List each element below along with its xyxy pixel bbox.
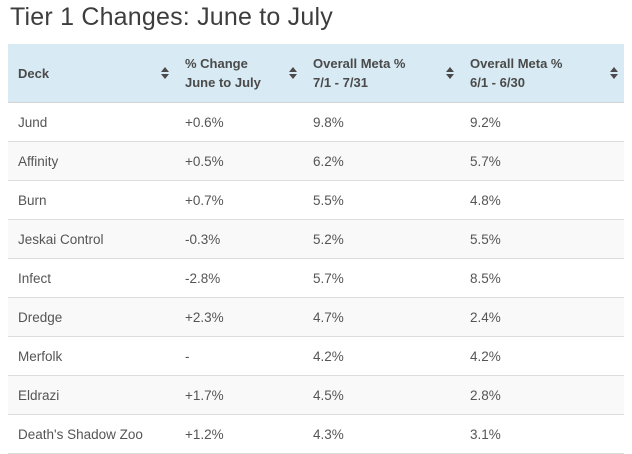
deck-cell: Burn bbox=[8, 180, 175, 220]
table-row: Jund +0.6% 9.8% 9.2% bbox=[8, 102, 624, 142]
table-row: Eldrazi +1.7% 4.5% 2.8% bbox=[8, 375, 624, 415]
deck-cell: Merfolk bbox=[8, 336, 175, 376]
meta-june-cell: 4.2% bbox=[460, 336, 624, 376]
table-header: Deck % Change June to July bbox=[8, 44, 624, 103]
pct-change-cell: +1.7% bbox=[175, 375, 303, 415]
deck-cell: Jund bbox=[8, 102, 175, 142]
meta-july-cell: 4.5% bbox=[303, 375, 460, 415]
meta-june-cell: 4.8% bbox=[460, 180, 624, 220]
pct-change-cell: +0.7% bbox=[175, 180, 303, 220]
meta-july-cell: 4.3% bbox=[303, 414, 460, 454]
meta-june-cell: 2.4% bbox=[460, 297, 624, 337]
meta-june-cell: 5.7% bbox=[460, 141, 624, 181]
table-row: Jeskai Control -0.3% 5.2% 5.5% bbox=[8, 219, 624, 259]
meta-june-cell: 3.1% bbox=[460, 414, 624, 454]
deck-cell: Affinity bbox=[8, 141, 175, 181]
meta-june-cell: 5.5% bbox=[460, 219, 624, 259]
pct-change-cell: -2.8% bbox=[175, 258, 303, 298]
sort-icon[interactable] bbox=[446, 67, 454, 79]
deck-cell: Jeskai Control bbox=[8, 219, 175, 259]
table-body: Jund +0.6% 9.8% 9.2% Affinity +0.5% 6.2% 5.7% Bu… bbox=[8, 102, 624, 454]
pct-change-cell: - bbox=[175, 336, 303, 376]
column-header-meta-june[interactable]: Overall Meta % 6/1 - 6/30 bbox=[460, 44, 624, 103]
pct-change-cell: +0.6% bbox=[175, 102, 303, 142]
deck-cell: Dredge bbox=[8, 297, 175, 337]
sort-icon[interactable] bbox=[289, 67, 297, 79]
data-table: Deck % Change June to July bbox=[8, 44, 624, 454]
meta-july-cell: 9.8% bbox=[303, 102, 460, 142]
table-row: Infect -2.8% 5.7% 8.5% bbox=[8, 258, 624, 298]
table-row: Dredge +2.3% 4.7% 2.4% bbox=[8, 297, 624, 337]
meta-july-cell: 4.7% bbox=[303, 297, 460, 337]
meta-june-cell: 9.2% bbox=[460, 102, 624, 142]
deck-cell: Infect bbox=[8, 258, 175, 298]
sort-icon[interactable] bbox=[610, 67, 618, 79]
tier1-changes-table: Deck % Change June to July bbox=[8, 44, 624, 454]
table-row: Death's Shadow Zoo +1.2% 4.3% 3.1% bbox=[8, 414, 624, 454]
pct-change-cell: +0.5% bbox=[175, 141, 303, 181]
meta-july-cell: 4.2% bbox=[303, 336, 460, 376]
meta-july-cell: 6.2% bbox=[303, 141, 460, 181]
deck-cell: Eldrazi bbox=[8, 375, 175, 415]
column-header-deck[interactable]: Deck bbox=[8, 44, 175, 103]
column-label: Overall Meta % 7/1 - 7/31 bbox=[313, 56, 406, 90]
meta-july-cell: 5.7% bbox=[303, 258, 460, 298]
meta-june-cell: 2.8% bbox=[460, 375, 624, 415]
column-label: % Change June to July bbox=[185, 56, 261, 90]
table-row: Affinity +0.5% 6.2% 5.7% bbox=[8, 141, 624, 181]
column-header-meta-july[interactable]: Overall Meta % 7/1 - 7/31 bbox=[303, 44, 460, 103]
meta-june-cell: 8.5% bbox=[460, 258, 624, 298]
pct-change-cell: -0.3% bbox=[175, 219, 303, 259]
meta-july-cell: 5.5% bbox=[303, 180, 460, 220]
page-title: Tier 1 Changes: June to July bbox=[10, 3, 333, 31]
deck-cell: Death's Shadow Zoo bbox=[8, 414, 175, 454]
column-label: Deck bbox=[18, 65, 50, 81]
pct-change-cell: +2.3% bbox=[175, 297, 303, 337]
column-label: Overall Meta % 6/1 - 6/30 bbox=[470, 56, 563, 90]
table-row: Burn +0.7% 5.5% 4.8% bbox=[8, 180, 624, 220]
sort-icon[interactable] bbox=[161, 67, 169, 79]
header-row: Deck % Change June to July bbox=[8, 44, 624, 103]
meta-july-cell: 5.2% bbox=[303, 219, 460, 259]
column-header-pct-change[interactable]: % Change June to July bbox=[175, 44, 303, 103]
table-row: Merfolk -4.2% 4.2% bbox=[8, 336, 624, 376]
